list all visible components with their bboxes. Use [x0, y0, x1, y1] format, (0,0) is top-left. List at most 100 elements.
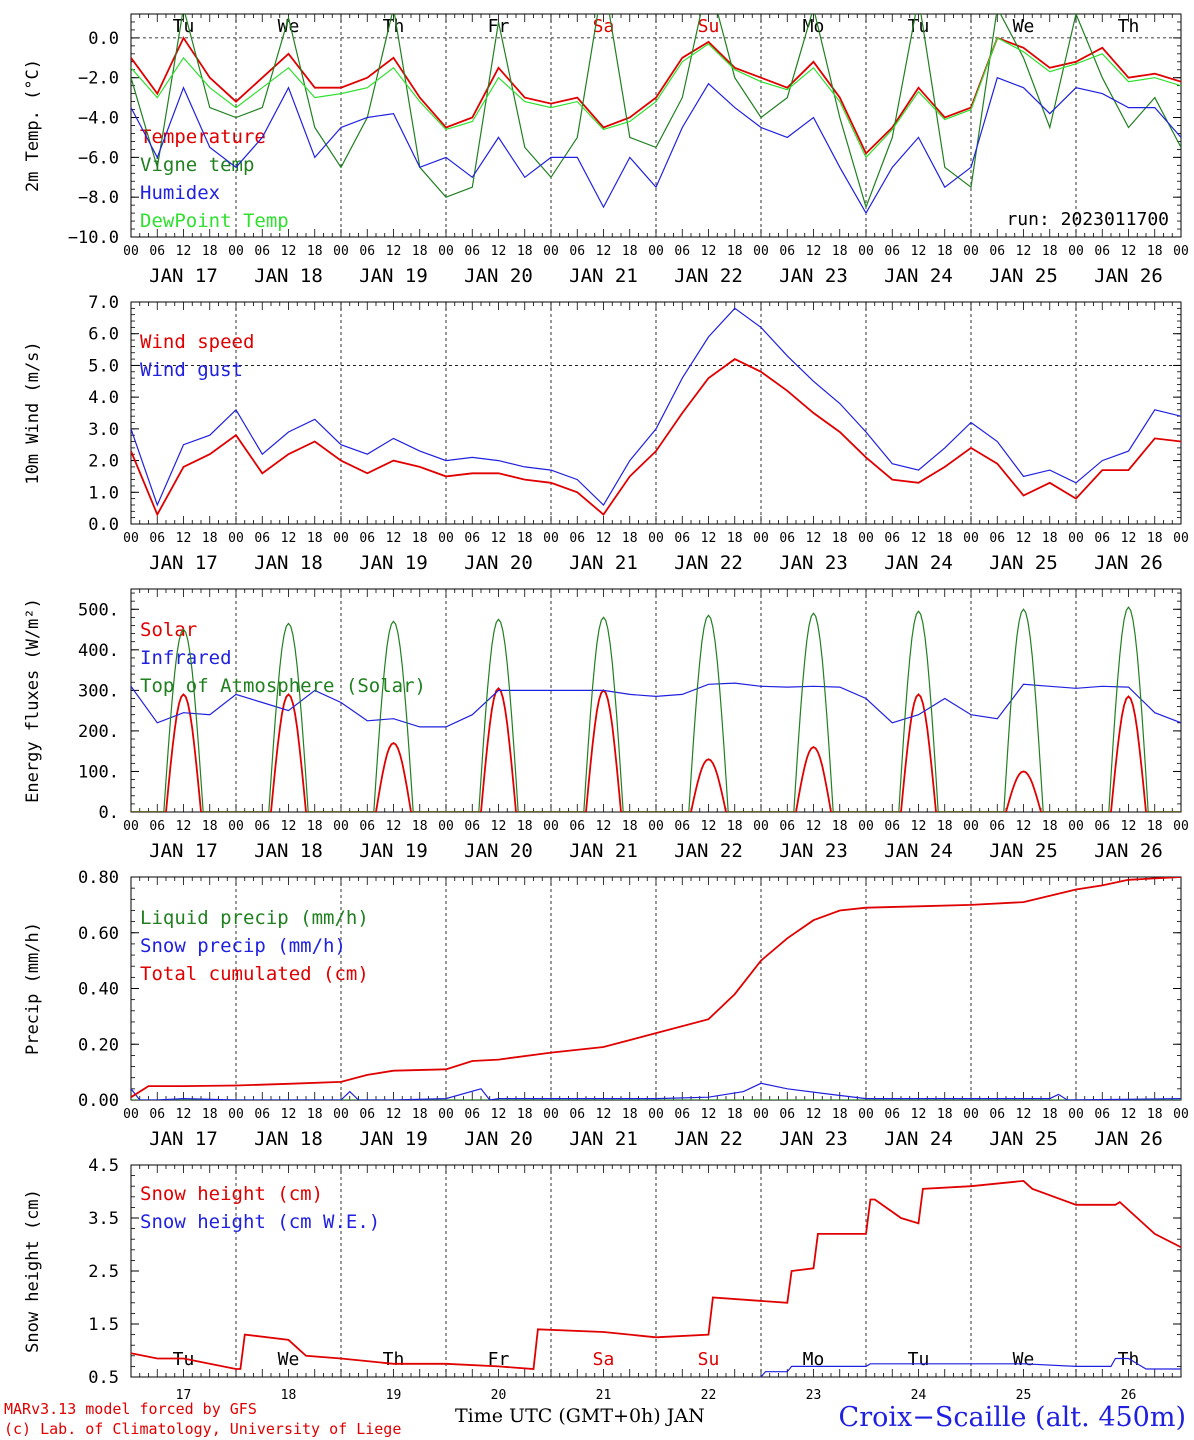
x-day-label: JAN 25: [989, 265, 1058, 287]
x-hour-label: 12: [596, 1107, 612, 1122]
x-hour-label: 00: [438, 244, 454, 259]
x-hour-label: 00: [963, 819, 979, 834]
legend-entry: Temperature: [140, 126, 266, 148]
x-hour-label: 00: [648, 244, 664, 259]
x-hour-label: 12: [386, 819, 402, 834]
x-hour-label: 06: [884, 1107, 900, 1122]
x-hour-label: 06: [254, 1107, 270, 1122]
y-tick-label: 0.20: [78, 1035, 119, 1055]
legend-entry: Solar: [140, 619, 197, 641]
weekday-label: Fr: [488, 16, 510, 37]
weekday-label: Sa: [593, 16, 615, 37]
x-hour-label: 12: [701, 819, 717, 834]
x-hour-label: 18: [202, 819, 218, 834]
x-hour-label: 18: [727, 531, 743, 546]
x-hour-label: 06: [884, 819, 900, 834]
series-line-vigne-temp: [131, 14, 1181, 209]
x-day-number: 24: [911, 1388, 927, 1403]
x-day-label: JAN 26: [1094, 1128, 1163, 1150]
x-hour-label: 00: [648, 1107, 664, 1122]
y-tick-label: 0.: [99, 803, 119, 823]
x-hour-label: 06: [464, 244, 480, 259]
x-hour-label: 12: [596, 531, 612, 546]
x-day-label: JAN 22: [674, 552, 743, 574]
x-hour-label: 18: [1147, 244, 1163, 259]
x-day-label: JAN 19: [359, 1128, 428, 1150]
x-hour-label: 12: [386, 531, 402, 546]
series-line-total-cumulated-cm-: [131, 877, 1181, 1098]
panel-frame: [130, 588, 1182, 813]
panel-2: 0.0 1.0 2.0 3.0 4.0 5.0 6.0 7.0 10m Wind (m/s) 00…: [23, 293, 1189, 574]
x-hour-label: 06: [149, 244, 165, 259]
y-tick-label: −8.0: [78, 188, 119, 208]
x-hour-label: 00: [1173, 244, 1189, 259]
x-hour-label: 06: [989, 1107, 1005, 1122]
x-hour-label: 06: [359, 819, 375, 834]
x-hour-label: 12: [491, 531, 507, 546]
x-day-label: JAN 24: [884, 840, 953, 862]
credit-lab: (c) Lab. of Climatology, University of L…: [4, 1420, 402, 1438]
x-hour-label: 12: [911, 244, 927, 259]
x-hour-label: 06: [149, 819, 165, 834]
y-tick-label: 6.0: [88, 325, 119, 345]
x-hour-label: 00: [228, 531, 244, 546]
x-hour-label: 00: [228, 1107, 244, 1122]
series-line-temperature: [131, 36, 1181, 155]
x-hour-label: 00: [543, 244, 559, 259]
series-line-top-of-atmosphere-solar-: [131, 606, 1181, 812]
x-hour-label: 18: [727, 1107, 743, 1122]
x-hour-label: 12: [806, 531, 822, 546]
y-tick-label: 2.0: [88, 452, 119, 472]
x-hour-label: 12: [281, 1107, 297, 1122]
x-hour-label: 12: [911, 531, 927, 546]
x-hour-label: 18: [1042, 1107, 1058, 1122]
x-hour-label: 06: [674, 819, 690, 834]
x-hour-label: 12: [1121, 1107, 1137, 1122]
x-hour-label: 06: [1094, 1107, 1110, 1122]
x-hour-label: 00: [963, 1107, 979, 1122]
x-day-label: JAN 21: [569, 1128, 638, 1150]
y-tick-label: 3.5: [88, 1209, 119, 1229]
x-hour-label: 18: [307, 819, 323, 834]
x-day-number: 25: [1016, 1388, 1032, 1403]
legend-entry: Top of Atmosphere (Solar): [140, 675, 426, 697]
x-hour-label: 06: [989, 531, 1005, 546]
x-hour-label: 00: [333, 1107, 349, 1122]
x-day-label: JAN 23: [779, 552, 848, 574]
x-hour-label: 12: [701, 244, 717, 259]
weekday-label: Tu: [173, 16, 195, 37]
x-hour-label: 12: [281, 531, 297, 546]
x-hour-label: 00: [753, 1107, 769, 1122]
x-hour-label: 18: [412, 531, 428, 546]
panel-4: 0.00 0.20 0.40 0.60 0.80 Precip (mm/h) 00 06 12 1…: [23, 868, 1189, 1150]
x-day-label: JAN 19: [359, 265, 428, 287]
legend-entry: Total cumulated (cm): [140, 963, 369, 985]
x-hour-label: 18: [1147, 531, 1163, 546]
x-day-label: JAN 18: [254, 840, 323, 862]
weekday-label: We: [278, 16, 300, 37]
x-hour-label: 06: [464, 1107, 480, 1122]
weekday-label: We: [1013, 16, 1035, 37]
x-hour-label: 18: [1147, 1107, 1163, 1122]
x-hour-label: 18: [622, 1107, 638, 1122]
series-line-infrared: [131, 682, 1181, 728]
x-day-label: JAN 22: [674, 265, 743, 287]
x-hour-label: 06: [569, 819, 585, 834]
x-hour-label: 12: [176, 819, 192, 834]
x-hour-label: 06: [359, 244, 375, 259]
series-line-snow-height-cm-w-e-: [760, 1357, 1181, 1377]
series-line-snow-height-cm-: [131, 1179, 1181, 1370]
x-hour-label: 06: [569, 1107, 585, 1122]
x-hour-label: 00: [1068, 1107, 1084, 1122]
x-hour-label: 00: [1173, 1107, 1189, 1122]
weekday-label: Su: [698, 1349, 720, 1370]
x-hour-label: 00: [858, 531, 874, 546]
x-hour-label: 12: [176, 1107, 192, 1122]
x-hour-label: 18: [1042, 244, 1058, 259]
legend-entry: DewPoint Temp: [140, 210, 289, 232]
x-hour-label: 06: [464, 819, 480, 834]
x-hour-label: 00: [648, 531, 664, 546]
x-day-number: 17: [176, 1388, 192, 1403]
x-hour-label: 18: [517, 531, 533, 546]
